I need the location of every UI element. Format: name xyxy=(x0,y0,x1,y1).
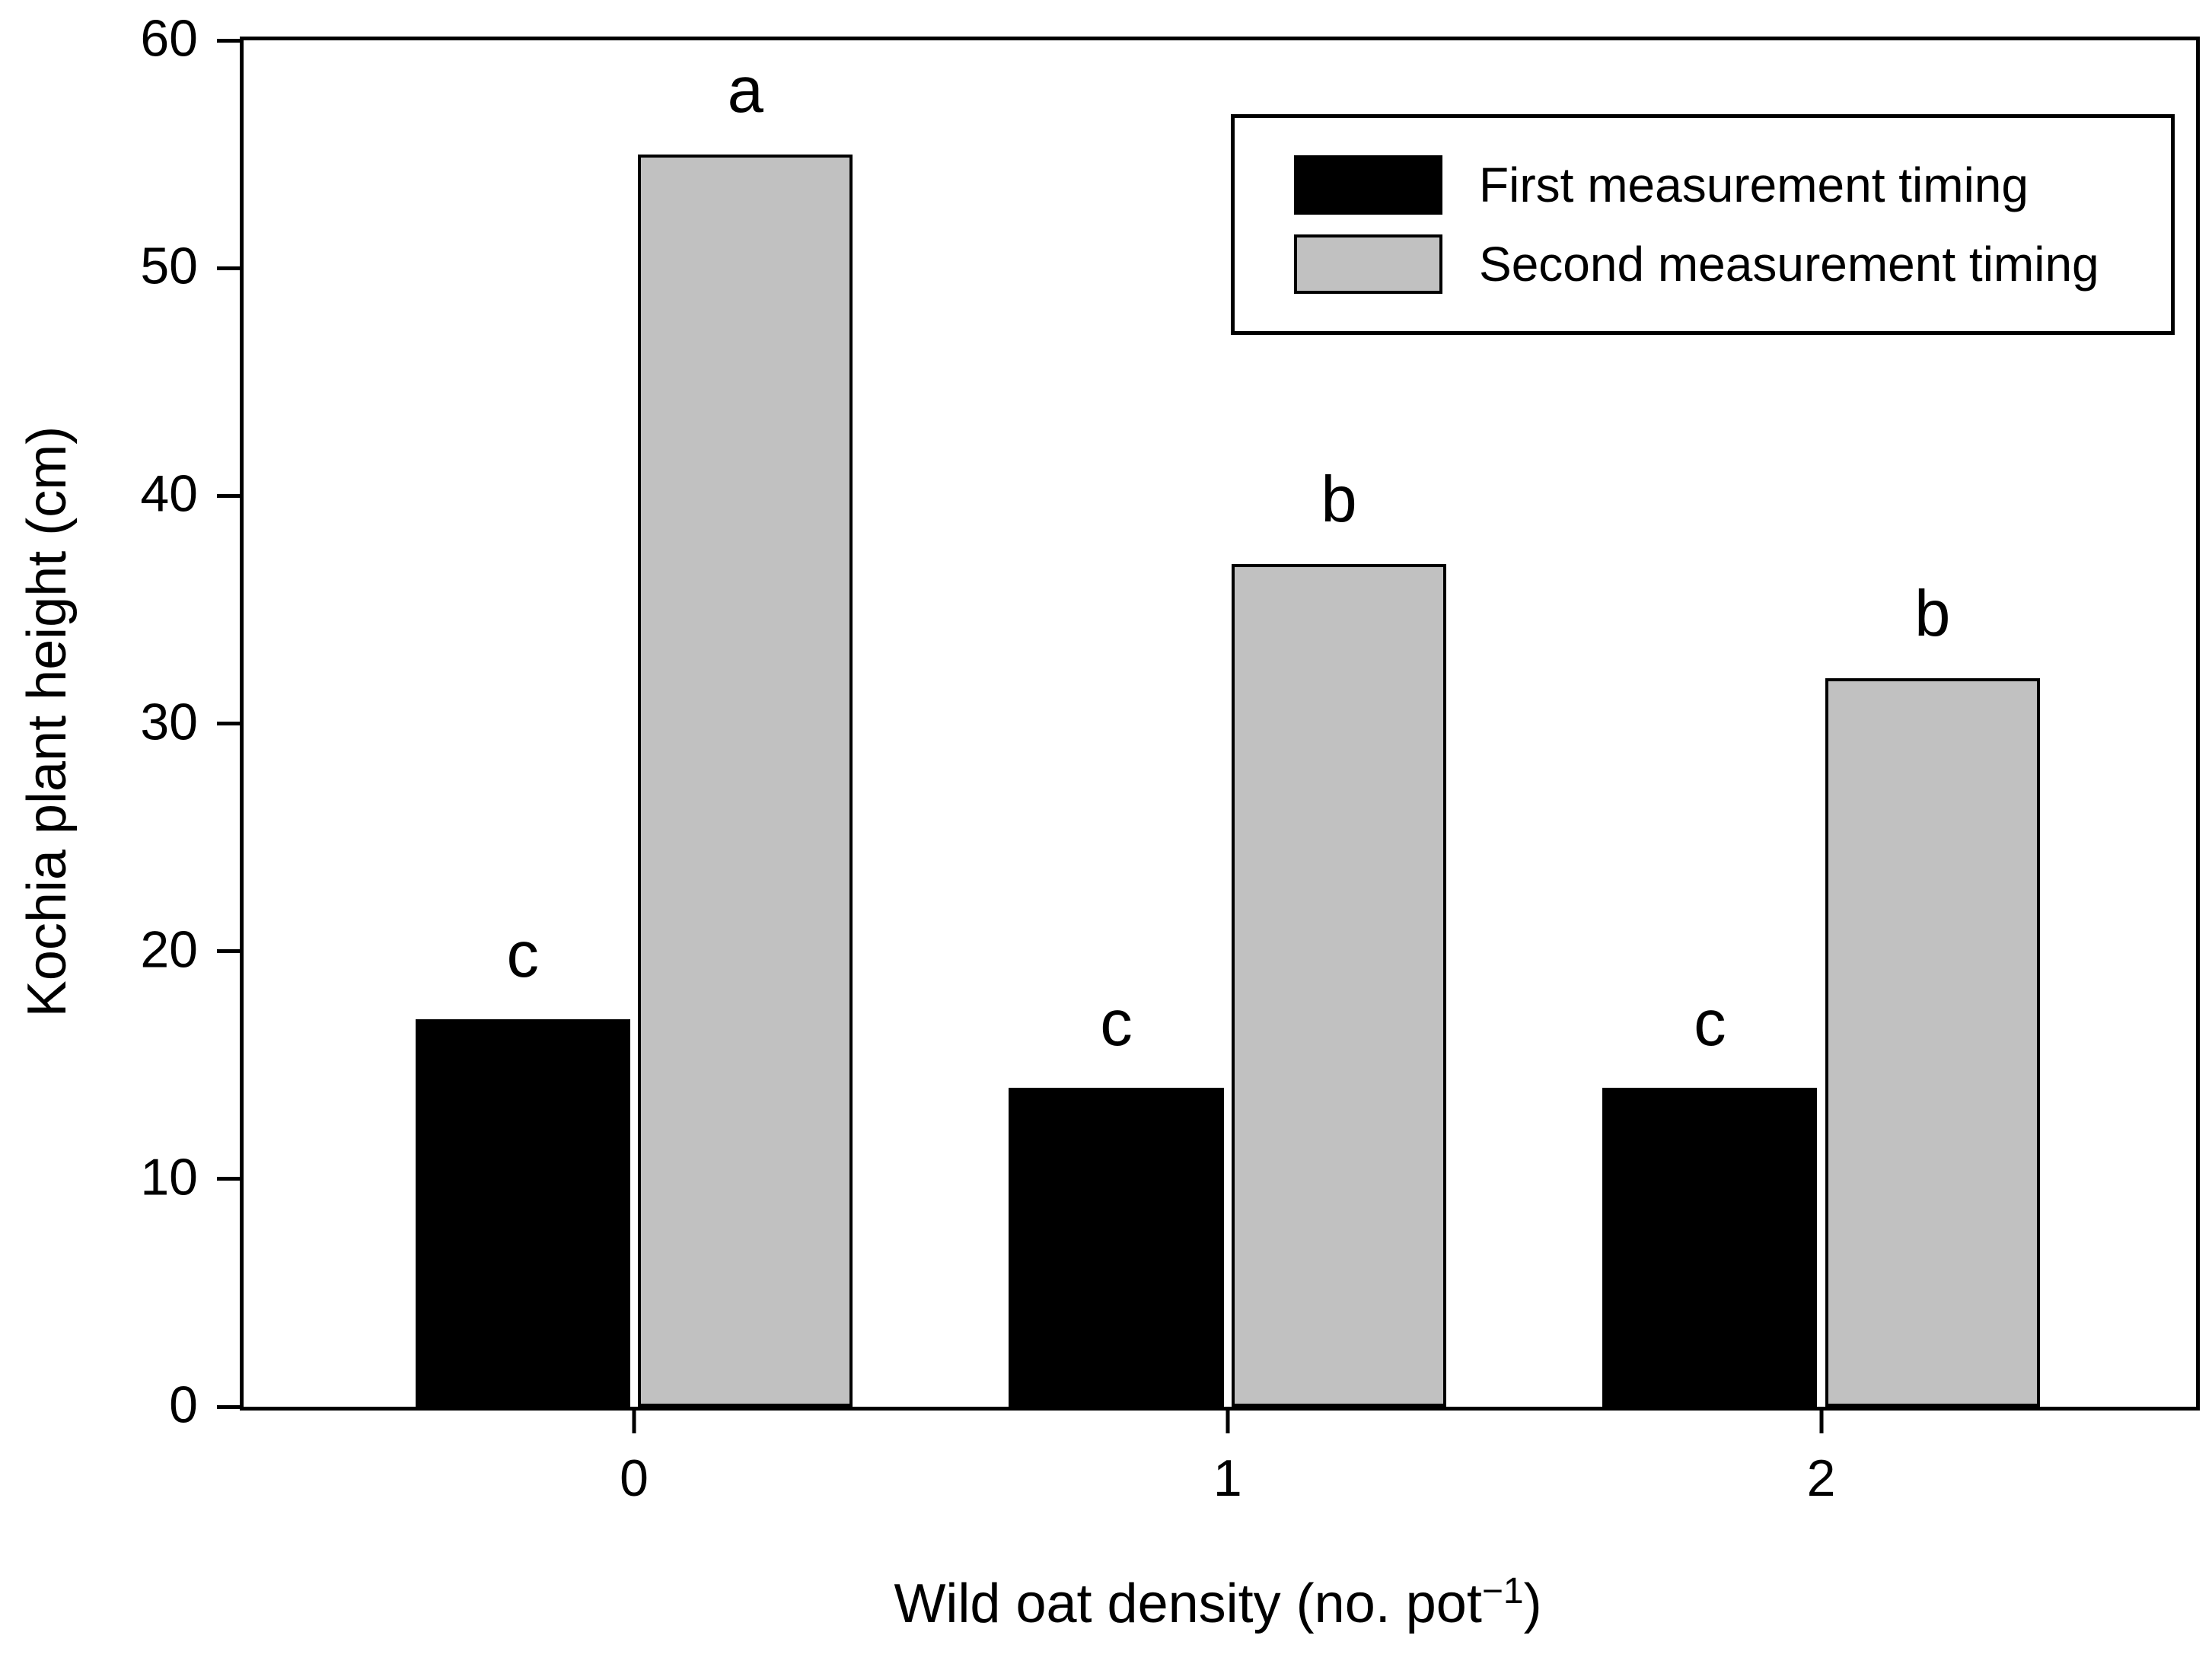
legend: First measurement timing Second measureme… xyxy=(1231,114,2175,335)
y-tick xyxy=(217,1404,240,1409)
legend-swatch xyxy=(1294,234,1442,294)
y-tick-label: 40 xyxy=(140,464,198,523)
y-tick xyxy=(217,949,240,954)
x-axis-title-suffix: ) xyxy=(1523,1573,1542,1634)
y-tick xyxy=(217,493,240,498)
x-tick-label: 1 xyxy=(1213,1449,1242,1507)
y-tick-label: 10 xyxy=(140,1148,198,1207)
x-tick xyxy=(632,1411,636,1433)
x-tick xyxy=(1226,1411,1230,1433)
bar-significance-letter: c xyxy=(506,919,540,992)
x-axis-title: Wild oat density (no. pot−1) xyxy=(894,1571,1542,1634)
y-tick xyxy=(217,38,240,43)
y-tick-label: 30 xyxy=(140,692,198,751)
bar-significance-letter: b xyxy=(1321,464,1357,537)
x-tick-label: 2 xyxy=(1806,1449,1836,1507)
legend-row: First measurement timing xyxy=(1294,155,2171,215)
bar xyxy=(1825,677,2040,1407)
y-tick-label: 20 xyxy=(140,920,198,978)
legend-swatch xyxy=(1294,155,1442,215)
y-axis-title: Kochia plant height (cm) xyxy=(17,426,78,1018)
legend-row: Second measurement timing xyxy=(1294,234,2171,294)
bar-significance-letter: a xyxy=(727,53,763,126)
bar-significance-letter: c xyxy=(1694,987,1726,1060)
bar xyxy=(1602,1088,1818,1407)
bar xyxy=(415,1019,630,1407)
bar-significance-letter: b xyxy=(1914,577,1951,650)
y-tick-label: 60 xyxy=(140,9,198,68)
bar xyxy=(638,154,853,1407)
y-tick-label: 50 xyxy=(140,237,198,295)
bar xyxy=(1009,1088,1224,1407)
legend-label: First measurement timing xyxy=(1479,158,2029,212)
bar xyxy=(1231,564,1447,1407)
y-tick xyxy=(217,722,240,725)
x-axis-title-superscript: −1 xyxy=(1481,1571,1524,1611)
bar-significance-letter: c xyxy=(1100,987,1133,1060)
legend-label: Second measurement timing xyxy=(1479,237,2099,292)
y-tick-label: 0 xyxy=(169,1376,198,1434)
x-tick-label: 0 xyxy=(620,1449,649,1507)
y-tick xyxy=(217,1177,240,1181)
plot-area: 0 10 20 30 40 50 60 0 1 2 c a c b c b First measureme… xyxy=(140,12,2200,1504)
x-tick xyxy=(1819,1411,1824,1433)
y-tick xyxy=(217,266,240,270)
x-axis-title-text: Wild oat density (no. pot xyxy=(894,1573,1482,1634)
